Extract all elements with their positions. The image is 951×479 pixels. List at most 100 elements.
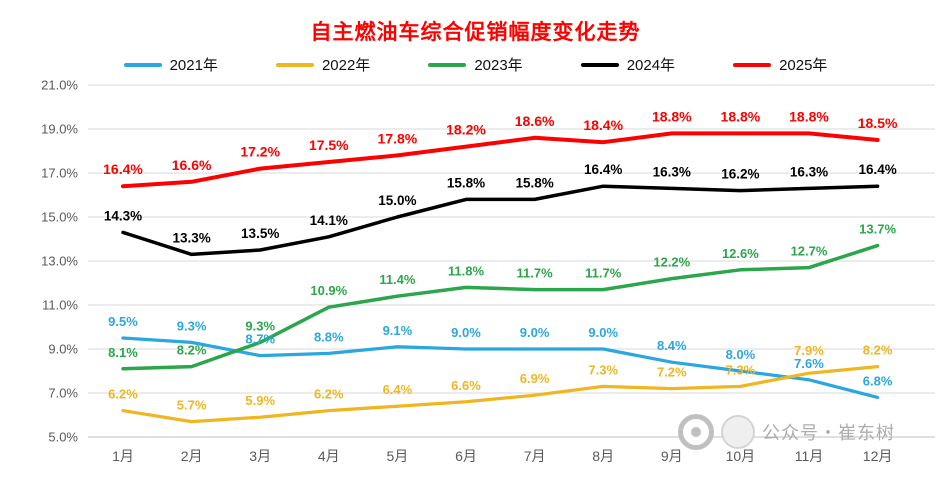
data-label: 18.8%	[652, 108, 692, 124]
data-label: 9.0%	[451, 325, 481, 340]
y-tick-label: 19.0%	[41, 122, 78, 137]
data-label: 9.5%	[108, 314, 138, 329]
data-label: 12.2%	[653, 255, 690, 270]
x-tick-label: 6月	[455, 448, 477, 464]
data-label: 13.5%	[241, 226, 279, 241]
data-label: 6.2%	[108, 387, 138, 402]
data-label: 12.6%	[722, 246, 759, 261]
x-tick-label: 9月	[661, 448, 683, 464]
data-label: 8.7%	[245, 332, 275, 347]
data-label: 7.2%	[657, 365, 687, 380]
data-label: 13.7%	[859, 222, 896, 237]
y-tick-label: 21.0%	[41, 78, 78, 93]
data-label: 6.6%	[451, 378, 481, 393]
y-tick-label: 17.0%	[41, 166, 78, 181]
data-label: 9.3%	[177, 318, 207, 333]
y-tick-label: 9.0%	[48, 342, 78, 357]
data-label: 8.2%	[177, 343, 207, 358]
series-line-2022年	[121, 364, 880, 424]
data-label: 13.3%	[172, 230, 210, 245]
data-label: 11.4%	[379, 272, 416, 287]
data-label: 7.9%	[794, 343, 824, 358]
data-label: 18.4%	[583, 117, 623, 133]
data-label: 8.0%	[726, 347, 756, 362]
legend-item-2: 2022年	[275, 54, 371, 75]
legend-label: 2021年	[169, 57, 218, 74]
data-label: 18.5%	[858, 115, 898, 131]
series-line-2023年	[121, 243, 880, 371]
x-tick-label: 4月	[318, 448, 340, 464]
y-tick-label: 15.0%	[41, 210, 78, 225]
data-label: 6.8%	[863, 373, 893, 388]
data-label: 16.3%	[790, 164, 828, 179]
data-label: 10.9%	[310, 283, 347, 298]
data-label: 5.9%	[245, 393, 275, 408]
data-label: 8.4%	[657, 338, 687, 353]
data-label: 17.2%	[240, 144, 280, 160]
data-label: 11.8%	[448, 263, 485, 278]
data-label: 15.8%	[515, 175, 553, 190]
x-tick-label: 11月	[795, 448, 824, 464]
data-label: 9.0%	[588, 325, 618, 340]
data-label: 17.8%	[378, 130, 418, 146]
legend-item-5: 2025年	[733, 54, 827, 75]
data-label: 15.0%	[378, 193, 416, 208]
legend-label: 2022年	[321, 57, 371, 74]
legend-swatch-icon	[580, 62, 619, 67]
data-label: 18.8%	[789, 108, 829, 124]
legend-swatch-icon	[428, 62, 467, 67]
data-label: 5.7%	[177, 398, 207, 413]
data-label: 12.7%	[791, 244, 828, 259]
data-label: 18.6%	[515, 113, 555, 129]
chart-title: 自主燃油车综合促销幅度变化走势	[310, 21, 641, 44]
watermark: 公众号・崔东树	[678, 414, 895, 450]
x-tick-label: 3月	[249, 448, 271, 464]
data-label: 8.8%	[314, 329, 344, 344]
data-label: 16.4%	[103, 161, 143, 177]
series-line-2021年	[121, 336, 880, 400]
series-line-2025年	[121, 131, 880, 189]
data-label: 15.8%	[447, 175, 485, 190]
legend: 2021年 2022年 2023年 2024年 2025年	[0, 54, 951, 75]
data-label: 18.2%	[446, 122, 486, 138]
x-tick-label: 2月	[181, 448, 203, 464]
legend-item-3: 2023年	[428, 54, 523, 75]
data-label: 6.2%	[314, 387, 344, 402]
data-label: 9.1%	[383, 323, 413, 338]
watermark-text: 公众号・崔东树	[762, 423, 895, 443]
data-label: 16.4%	[858, 162, 896, 177]
data-label: 6.4%	[383, 382, 413, 397]
legend-swatch-icon	[123, 62, 162, 67]
x-tick-label: 1月	[112, 448, 134, 464]
data-label: 7.3%	[588, 362, 618, 377]
legend-label: 2023年	[474, 57, 523, 74]
data-label: 11.7%	[585, 266, 622, 281]
x-tick-label: 7月	[524, 448, 546, 464]
data-label: 7.3%	[726, 362, 756, 377]
data-label: 16.4%	[584, 162, 622, 177]
data-label: 16.3%	[653, 164, 691, 179]
data-label: 7.6%	[794, 356, 824, 371]
y-tick-label: 13.0%	[41, 254, 78, 269]
data-label: 14.1%	[310, 213, 348, 228]
legend-swatch-icon	[733, 62, 772, 67]
data-label: 14.3%	[104, 208, 142, 223]
series-line-2024年	[121, 184, 880, 257]
data-label: 16.6%	[172, 157, 212, 173]
watermark-avatar-icon	[721, 415, 755, 449]
data-label: 17.5%	[309, 137, 349, 153]
x-tick-label: 10月	[726, 448, 756, 464]
data-label: 11.7%	[517, 266, 554, 281]
data-label: 9.3%	[245, 318, 275, 333]
legend-item-4: 2024年	[580, 54, 676, 75]
y-tick-label: 11.0%	[42, 298, 78, 313]
data-label: 18.8%	[721, 108, 761, 124]
data-label: 9.0%	[520, 325, 550, 340]
legend-label: 2025年	[779, 57, 828, 74]
legend-swatch-icon	[275, 62, 314, 67]
x-tick-label: 5月	[387, 448, 409, 464]
data-label: 8.2%	[863, 343, 893, 358]
legend-label: 2024年	[626, 57, 676, 74]
